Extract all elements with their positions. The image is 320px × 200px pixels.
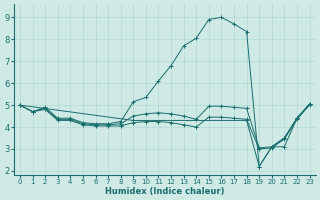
- X-axis label: Humidex (Indice chaleur): Humidex (Indice chaleur): [105, 187, 225, 196]
